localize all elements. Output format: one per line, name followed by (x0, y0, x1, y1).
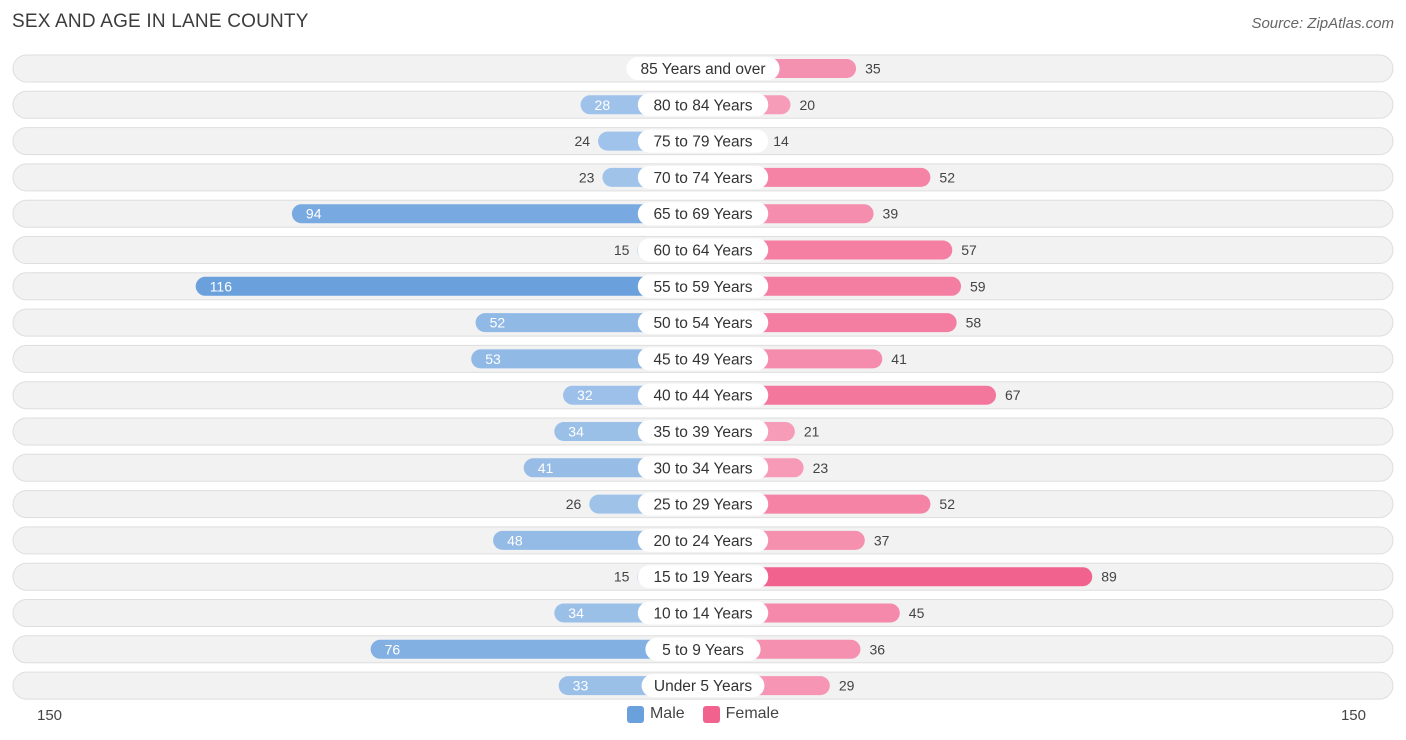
value-label-male: 48 (507, 532, 523, 548)
value-label-female: 45 (909, 605, 925, 621)
value-label-male: 116 (210, 278, 233, 294)
value-label-male: 24 (574, 133, 590, 149)
value-label-female: 39 (883, 206, 899, 222)
value-label-female: 59 (970, 278, 986, 294)
value-label-female: 58 (966, 315, 982, 331)
value-label-male: 26 (566, 496, 582, 512)
category-label: 40 to 44 Years (653, 388, 752, 405)
value-label-male: 28 (595, 97, 611, 113)
value-label-female: 20 (799, 97, 815, 113)
value-label-female: 35 (865, 61, 881, 77)
value-label-female: 57 (961, 242, 977, 258)
value-label-male: 15 (614, 569, 630, 585)
bar-male (370, 639, 713, 659)
bar-female (693, 567, 1093, 587)
category-pill (637, 274, 769, 298)
source-label: Source: ZipAtlas.com (1251, 15, 1394, 32)
category-pill (637, 601, 769, 625)
category-label: 20 to 24 Years (653, 533, 752, 550)
value-label-male: 94 (306, 206, 322, 222)
category-label: 80 to 84 Years (653, 97, 752, 114)
category-label: 30 to 34 Years (653, 460, 752, 477)
category-pill (637, 528, 769, 552)
chart-title: SEX AND AGE IN LANE COUNTY (12, 11, 309, 32)
legend-label-male: Male (649, 705, 685, 722)
category-label: 55 to 59 Years (653, 279, 752, 296)
category-label: 35 to 39 Years (653, 424, 752, 441)
category-pill (637, 492, 769, 516)
value-label-male: 33 (573, 678, 589, 694)
value-label-male: 76 (385, 641, 401, 657)
value-label-female: 52 (939, 169, 955, 185)
bar-female (693, 385, 997, 405)
legend: Male Female (0, 705, 1406, 723)
legend-label-female: Female (725, 705, 780, 722)
value-label-male: 32 (577, 387, 593, 403)
value-label-female: 52 (939, 496, 955, 512)
value-label-female: 14 (773, 133, 789, 149)
value-label-female: 67 (1005, 387, 1021, 403)
value-label-female: 36 (869, 641, 885, 657)
value-label-female: 41 (891, 351, 907, 367)
category-pill (637, 311, 769, 335)
category-label: 50 to 54 Years (653, 315, 752, 332)
axis-right-max-label: 150 (1340, 707, 1366, 724)
category-pill (637, 93, 769, 117)
legend-swatch-female (702, 705, 720, 723)
category-label: 60 to 64 Years (653, 243, 752, 260)
category-pill (637, 165, 769, 189)
category-label: 75 to 79 Years (653, 134, 752, 151)
bar-male (291, 204, 713, 224)
category-label: 65 to 69 Years (653, 206, 752, 223)
value-label-female: 23 (813, 460, 829, 476)
category-pill (637, 202, 769, 226)
legend-item-male[interactable]: Male (626, 705, 685, 723)
value-label-female: 29 (839, 678, 855, 694)
legend-swatch-male (626, 705, 644, 723)
value-label-male: 15 (614, 242, 630, 258)
category-pill (626, 57, 780, 80)
category-pill (637, 565, 769, 589)
category-pill (637, 238, 769, 262)
category-pill (637, 129, 769, 153)
category-label: 15 to 19 Years (653, 569, 752, 586)
value-label-male: 41 (538, 460, 554, 476)
category-label: Under 5 Years (654, 678, 752, 695)
category-label: 70 to 74 Years (653, 170, 752, 187)
category-pill (637, 420, 769, 443)
category-pill (637, 347, 769, 371)
category-pill (641, 674, 765, 698)
category-pill (645, 637, 761, 661)
category-pill (637, 383, 769, 407)
value-label-male: 53 (485, 351, 501, 367)
value-label-female: 37 (874, 532, 890, 548)
axis-left-max-label: 150 (37, 707, 63, 724)
category-label: 45 to 49 Years (653, 351, 752, 368)
value-label-female: 89 (1101, 569, 1117, 585)
value-label-female: 21 (804, 424, 820, 440)
value-label-male: 34 (568, 424, 584, 440)
value-label-male: 34 (568, 605, 584, 621)
category-label: 10 to 14 Years (653, 606, 752, 623)
category-pill (637, 456, 769, 480)
category-label: 25 to 29 Years (653, 497, 752, 514)
legend-item-female[interactable]: Female (702, 705, 780, 723)
category-label: 85 Years and over (641, 61, 766, 78)
bar-male (195, 276, 713, 296)
category-label: 5 to 9 Years (662, 642, 744, 659)
value-label-male: 52 (490, 315, 506, 331)
value-label-male: 23 (579, 169, 595, 185)
